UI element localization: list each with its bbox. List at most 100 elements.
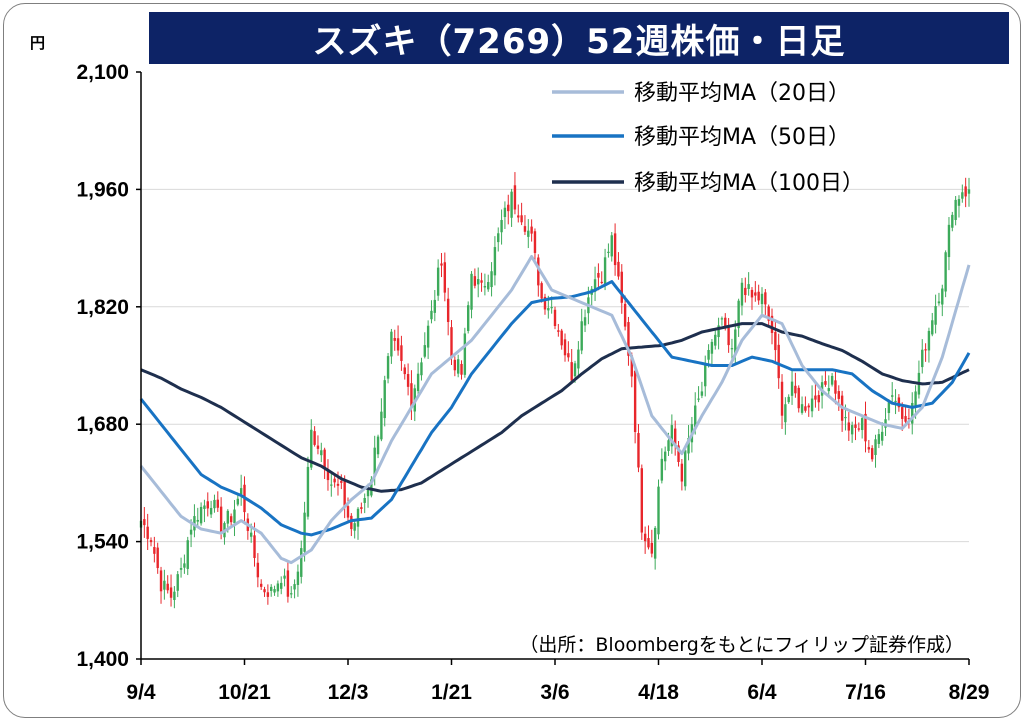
candle-body	[163, 580, 166, 590]
candle-body	[931, 320, 934, 335]
candle-body	[667, 440, 670, 452]
candle-body	[300, 548, 303, 577]
legend: 移動平均MA（20日） 移動平均MA（50日） 移動平均MA（100日）	[552, 81, 864, 196]
candle-body	[416, 373, 420, 392]
candle-body	[874, 439, 877, 455]
candle-body	[263, 589, 266, 593]
candle-body	[173, 591, 176, 600]
candle-body	[770, 315, 774, 333]
candle-body	[226, 510, 230, 524]
candle-body	[236, 498, 240, 505]
candle-body	[557, 330, 560, 332]
candle-body	[750, 289, 754, 298]
ma100-line	[140, 322, 970, 493]
x-tick-label: 12/3	[328, 681, 369, 704]
candle-body	[660, 458, 664, 481]
candle-body	[303, 512, 306, 552]
candle-body	[643, 533, 647, 542]
candle-body	[837, 391, 840, 399]
candle-body	[477, 279, 480, 285]
candle-body	[320, 450, 323, 456]
source-note: （出所：Bloombergをもとにフィリップ証券作成）	[519, 634, 964, 656]
candle-body	[694, 405, 697, 428]
candle-body	[957, 199, 961, 206]
candle-body	[530, 226, 533, 234]
candle-body	[714, 334, 717, 346]
candle-body	[764, 292, 767, 305]
candle-body	[470, 273, 473, 310]
candle-body	[280, 582, 283, 589]
legend-label: 移動平均MA（20日）	[634, 81, 850, 106]
candles	[139, 172, 971, 609]
candle-body	[744, 287, 747, 296]
y-tick-label: 1,820	[76, 296, 129, 319]
candle-body	[847, 422, 851, 431]
candle-body	[680, 463, 684, 482]
candle-body	[730, 348, 734, 350]
candle-body	[911, 402, 914, 424]
candle-body	[363, 497, 366, 503]
candle-body	[787, 396, 790, 403]
y-unit-label: 円	[30, 34, 45, 52]
candle-body	[376, 436, 380, 455]
candle-body	[597, 272, 600, 278]
candle-body	[904, 416, 907, 422]
candle-body	[854, 424, 857, 428]
candle-body	[687, 437, 690, 454]
candle-body	[527, 230, 530, 237]
candle-body	[907, 418, 911, 420]
candle-body	[961, 192, 964, 199]
candle-body	[159, 570, 163, 592]
candle-body	[944, 252, 947, 292]
candle-body	[370, 479, 373, 496]
candle-body	[810, 398, 814, 412]
candle-body	[443, 262, 447, 293]
candle-body	[446, 298, 450, 322]
candle-body	[463, 333, 467, 375]
candle-body	[497, 233, 500, 243]
candle-body	[760, 293, 764, 305]
candle-body	[196, 519, 199, 522]
candle-body	[864, 413, 867, 442]
candle-body	[673, 428, 677, 447]
candle-body	[647, 538, 650, 548]
candle-body	[834, 380, 837, 394]
candle-body	[720, 318, 724, 320]
candle-body	[653, 527, 657, 559]
candle-body	[480, 280, 483, 283]
candle-body	[313, 431, 316, 445]
candle-body	[640, 468, 644, 533]
candle-body	[156, 547, 159, 569]
candle-body	[403, 367, 406, 375]
candle-body	[336, 483, 340, 486]
candle-body	[286, 570, 290, 597]
candle-body	[844, 416, 847, 419]
candle-body	[700, 391, 704, 396]
candle-body	[266, 592, 270, 597]
candle-body	[867, 447, 871, 450]
candle-body	[296, 571, 300, 585]
candle-body	[453, 359, 457, 371]
axes: 2,100 1,960 1,820 1,680 1,540 1,400 9/4 10/21 12…	[76, 61, 989, 704]
candle-body	[356, 508, 360, 527]
candle-body	[650, 542, 654, 554]
y-tick-label: 1,960	[76, 178, 129, 201]
candle-body	[637, 433, 640, 468]
y-tick-label: 1,540	[76, 531, 129, 554]
candle-body	[487, 282, 490, 290]
candle-body	[440, 263, 443, 266]
candle-body	[460, 363, 463, 375]
moving-averages	[139, 255, 971, 565]
candle-body	[283, 575, 286, 579]
candle-body	[633, 370, 637, 433]
candle-body	[273, 589, 276, 593]
candle-body	[804, 406, 807, 411]
candle-body	[964, 186, 967, 197]
candle-body	[774, 332, 777, 351]
candle-body	[513, 185, 517, 210]
candle-body	[310, 429, 313, 468]
candle-body	[894, 400, 897, 403]
candle-body	[276, 583, 280, 592]
candle-body	[814, 395, 817, 400]
candle-body	[483, 285, 487, 288]
